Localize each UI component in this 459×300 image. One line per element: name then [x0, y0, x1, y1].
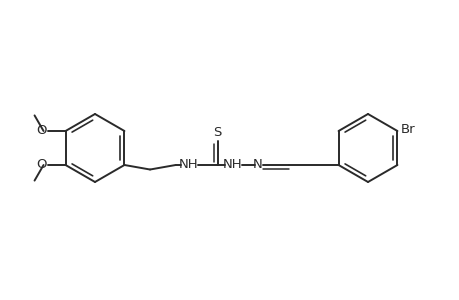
Text: N: N	[252, 158, 262, 170]
Text: NH: NH	[222, 158, 242, 170]
Text: O: O	[36, 158, 46, 171]
Text: O: O	[36, 124, 46, 137]
Text: S: S	[213, 125, 221, 139]
Text: NH: NH	[179, 158, 198, 170]
Text: Br: Br	[400, 122, 414, 136]
